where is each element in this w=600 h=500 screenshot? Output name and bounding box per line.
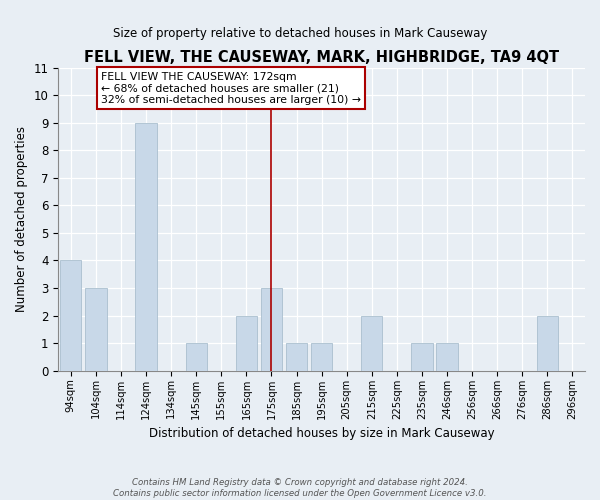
Bar xyxy=(436,343,458,370)
Bar xyxy=(286,343,307,370)
Text: FELL VIEW THE CAUSEWAY: 172sqm
← 68% of detached houses are smaller (21)
32% of : FELL VIEW THE CAUSEWAY: 172sqm ← 68% of … xyxy=(101,72,361,105)
Bar xyxy=(185,343,207,370)
Bar xyxy=(311,343,332,370)
Bar xyxy=(236,316,257,370)
Bar xyxy=(261,288,282,370)
Bar xyxy=(60,260,82,370)
Bar xyxy=(537,316,558,370)
Bar xyxy=(85,288,107,370)
Bar xyxy=(412,343,433,370)
Y-axis label: Number of detached properties: Number of detached properties xyxy=(15,126,28,312)
Text: Contains HM Land Registry data © Crown copyright and database right 2024.
Contai: Contains HM Land Registry data © Crown c… xyxy=(113,478,487,498)
X-axis label: Distribution of detached houses by size in Mark Causeway: Distribution of detached houses by size … xyxy=(149,427,494,440)
Bar xyxy=(361,316,382,370)
Text: Size of property relative to detached houses in Mark Causeway: Size of property relative to detached ho… xyxy=(113,28,487,40)
Bar xyxy=(136,122,157,370)
Title: FELL VIEW, THE CAUSEWAY, MARK, HIGHBRIDGE, TA9 4QT: FELL VIEW, THE CAUSEWAY, MARK, HIGHBRIDG… xyxy=(84,50,559,65)
